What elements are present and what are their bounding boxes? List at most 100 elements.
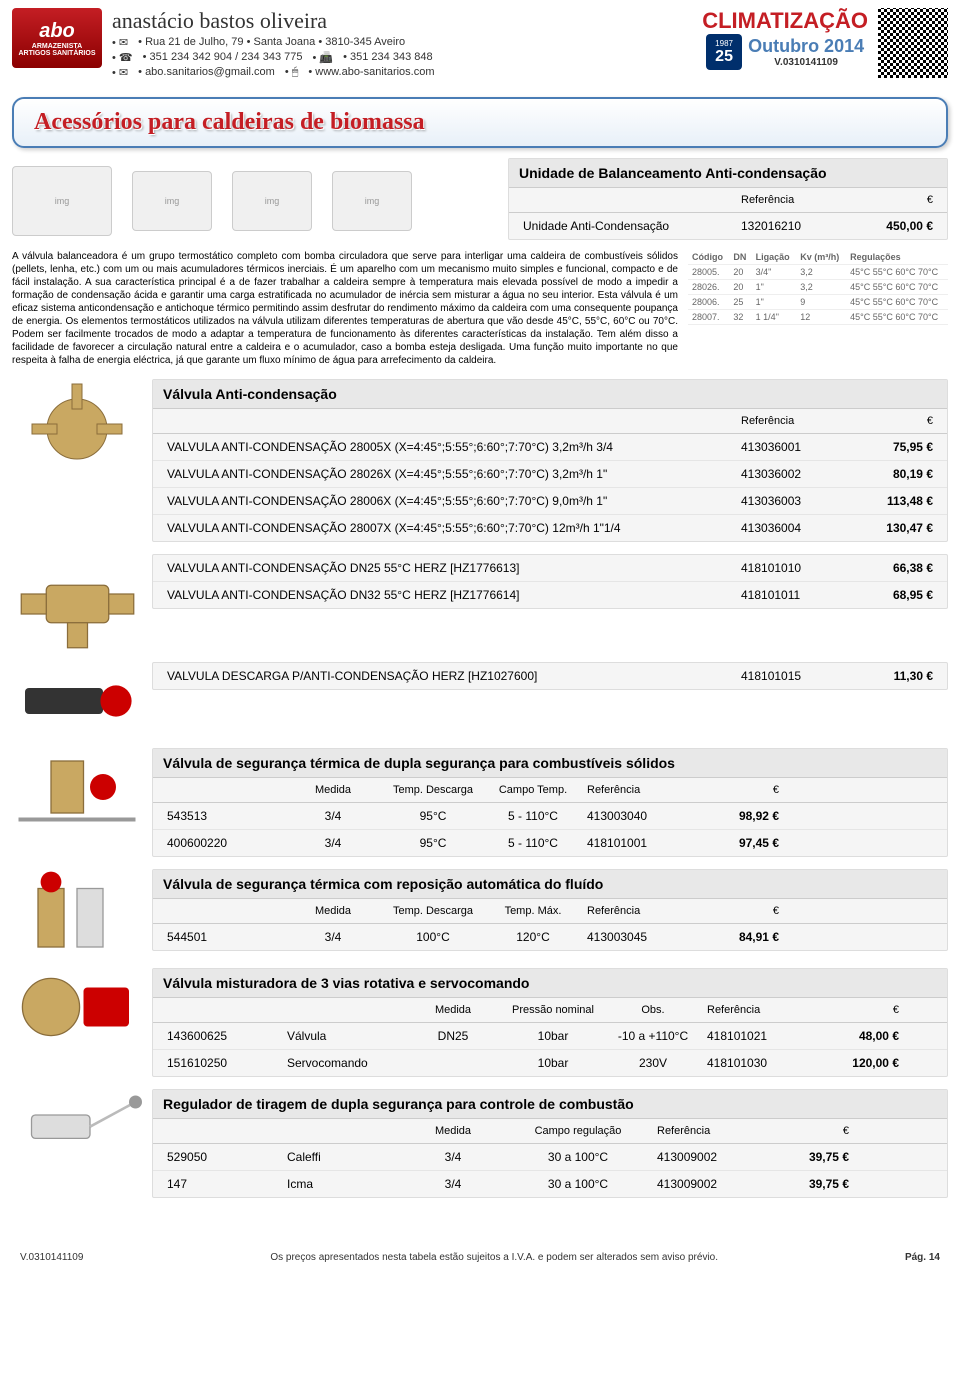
company-name: anastácio bastos oliveira (112, 8, 692, 34)
logo-sub2: ARTIGOS SANITÁRIOS (18, 50, 95, 57)
anti-cond-table: Válvula Anti-condensação Referência € VA… (152, 379, 948, 542)
product-image: img (12, 166, 112, 236)
footer-page: Pág. 14 (905, 1252, 940, 1263)
logo-main: abo (39, 20, 75, 43)
misturadora-table: Válvula misturadora de 3 vias rotativa e… (152, 968, 948, 1077)
cell-desc: VALVULA ANTI-CONDENSAÇÃO DN25 55°C HERZ … (163, 559, 737, 577)
cell-price: 68,95 € (847, 586, 937, 604)
cell-ref: 418101011 (737, 586, 847, 604)
product-regulador: Regulador de tiragem de dupla segurança … (12, 1089, 948, 1202)
table-row: Unidade Anti-Condensação 132016210 450,0… (509, 213, 947, 239)
product-seg-dupla: Válvula de segurança térmica de dupla se… (12, 748, 948, 861)
contact-web: ✉ abo.sanitarios@gmail.com 🖱 www.abo-san… (112, 66, 692, 79)
product-anti-condensacao: Válvula Anti-condensação Referência € VA… (12, 379, 948, 546)
cell-price: 450,00 € (847, 217, 937, 235)
contact-phone: ☎ 351 234 342 904 / 234 343 775 📠 351 23… (112, 51, 692, 64)
table-row: 143600625VálvulaDN2510bar-10 a +110°C418… (153, 1023, 947, 1050)
cell-price: 11,30 € (847, 667, 937, 685)
product-misturadora: Válvula misturadora de 3 vias rotativa e… (12, 968, 948, 1081)
product-image (12, 554, 142, 654)
descarga-table: VALVULA DESCARGA P/ANTI-CONDENSAÇÃO HERZ… (152, 662, 948, 690)
header-info: anastácio bastos oliveira ✉ Rua 21 de Ju… (112, 8, 692, 79)
address-text: Rua 21 de Julho, 79 • Santa Joana • 3810… (138, 36, 405, 49)
balance-unit-table: Unidade de Balanceamento Anti-condensaçã… (508, 158, 948, 240)
cell-ref: 413036003 (737, 492, 847, 510)
table-headers: Referência € (153, 409, 947, 434)
address-icon: ✉ (112, 36, 128, 49)
cell-price: 66,38 € (847, 559, 937, 577)
footer-version: V.0310141109 (20, 1252, 83, 1263)
table-row: 5445013/4100°C120°C41300304584,91 € (153, 924, 947, 950)
product-descarga-herz: VALVULA DESCARGA P/ANTI-CONDENSAÇÃO HERZ… (12, 662, 948, 740)
product-anti-condensacao-herz: VALVULA ANTI-CONDENSAÇÃO DN25 55°C HERZ … (12, 554, 948, 654)
header-version: V.0310141109 (748, 57, 864, 68)
section-title-bar: Acessórios para caldeiras de biomassa (12, 97, 948, 148)
section-title: Acessórios para caldeiras de biomassa (34, 109, 926, 136)
spec-row: 28005.203/4"3,245°C 55°C 60°C 70°C (688, 265, 948, 280)
cell-desc: Unidade Anti-Condensação (519, 217, 737, 235)
product-image (12, 968, 142, 1046)
cell-ref: 413036001 (737, 438, 847, 456)
logo-sub1: ARMAZENISTA (32, 43, 82, 50)
table-row: VALVULA DESCARGA P/ANTI-CONDENSAÇÃO HERZ… (153, 663, 947, 689)
issue-date: Outubro 2014 (748, 36, 864, 57)
table-row: VALVULA ANTI-CONDENSAÇÃO 28006X (X=4:45°… (153, 488, 947, 515)
product-image (12, 379, 142, 479)
table-row: 529050Caleffi3/430 a 100°C41300900239,75… (153, 1144, 947, 1171)
cell-ref: 418101015 (737, 667, 847, 685)
spec-row: 28007.321 1/4"1245°C 55°C 60°C 70°C (688, 310, 948, 325)
table-headers: Medida Pressão nominal Obs. Referência € (153, 998, 947, 1023)
cell-desc: VALVULA ANTI-CONDENSAÇÃO 28005X (X=4:45°… (163, 438, 737, 456)
company-logo: abo ARMAZENISTA ARTIGOS SANITÁRIOS (12, 8, 102, 68)
year-start: 1987 (715, 39, 733, 48)
seg-auto-table: Válvula de segurança térmica com reposiç… (152, 869, 948, 951)
col-eur-hdr: € (847, 192, 937, 208)
col-ref-hdr: Referência (737, 413, 847, 429)
cell-ref: 418101010 (737, 559, 847, 577)
table-row: VALVULA ANTI-CONDENSAÇÃO 28026X (X=4:45°… (153, 461, 947, 488)
col-eur-hdr: € (847, 413, 937, 429)
table-row: VALVULA ANTI-CONDENSAÇÃO DN32 55°C HERZ … (153, 582, 947, 608)
date-badge: 1987 25 Outubro 2014 V.0310141109 (702, 34, 868, 70)
phone-text: 351 234 342 904 / 234 343 775 (143, 51, 303, 64)
spec-col-hdr: Ligação (752, 250, 797, 265)
product-image: img (332, 171, 412, 231)
web-text: www.abo-sanitarios.com (308, 66, 434, 79)
spec-col-hdr: Regulações (846, 250, 948, 265)
product-image (12, 662, 142, 740)
cell-desc: VALVULA ANTI-CONDENSAÇÃO 28026X (X=4:45°… (163, 465, 737, 483)
page-footer: V.0310141109 Os preços apresentados nest… (0, 1242, 960, 1273)
col-ref-hdr: Referência (737, 192, 847, 208)
product-image (12, 869, 142, 960)
regulador-table: Regulador de tiragem de dupla segurança … (152, 1089, 948, 1198)
cell-price: 75,95 € (847, 438, 937, 456)
product-image: img (132, 171, 212, 231)
cell-desc: VALVULA DESCARGA P/ANTI-CONDENSAÇÃO HERZ… (163, 667, 737, 685)
fax-text: 351 234 343 848 (343, 51, 433, 64)
footer-disclaimer: Os preços apresentados nesta tabela estã… (270, 1252, 718, 1263)
product-seg-auto: Válvula de segurança térmica com reposiç… (12, 869, 948, 960)
table-title: Válvula de segurança térmica de dupla se… (153, 749, 947, 778)
intro-block: A válvula balanceadora é um grupo termos… (12, 250, 948, 367)
header-right: CLIMATIZAÇÃO 1987 25 Outubro 2014 V.0310… (702, 8, 868, 70)
content: img img img img Unidade de Balanceamento… (0, 158, 960, 1202)
table-headers: Referência € (509, 188, 947, 213)
table-title: Unidade de Balanceamento Anti-condensaçã… (509, 159, 947, 188)
table-row: 151610250Servocomando10bar230V4181010301… (153, 1050, 947, 1076)
cell-ref: 413036002 (737, 465, 847, 483)
table-row: VALVULA ANTI-CONDENSAÇÃO DN25 55°C HERZ … (153, 555, 947, 582)
table-title: Válvula Anti-condensação (153, 380, 947, 409)
email-icon: ✉ (112, 66, 128, 79)
cell-price: 80,19 € (847, 465, 937, 483)
table-title: Regulador de tiragem de dupla segurança … (153, 1090, 947, 1119)
page-header: abo ARMAZENISTA ARTIGOS SANITÁRIOS anast… (0, 0, 960, 87)
fax-icon: 📠 (312, 51, 333, 64)
spec-row: 28006.251"945°C 55°C 60°C 70°C (688, 295, 948, 310)
table-row: 4006002203/495°C5 - 110°C41810100197,45 … (153, 830, 947, 856)
seg-dupla-table: Válvula de segurança térmica de dupla se… (152, 748, 948, 857)
table-row: 5435133/495°C5 - 110°C41300304098,92 € (153, 803, 947, 830)
cell-desc: VALVULA ANTI-CONDENSAÇÃO 28006X (X=4:45°… (163, 492, 737, 510)
web-icon: 🖱 (285, 66, 299, 79)
cell-ref: 413036004 (737, 519, 847, 537)
product-image (12, 1089, 142, 1167)
